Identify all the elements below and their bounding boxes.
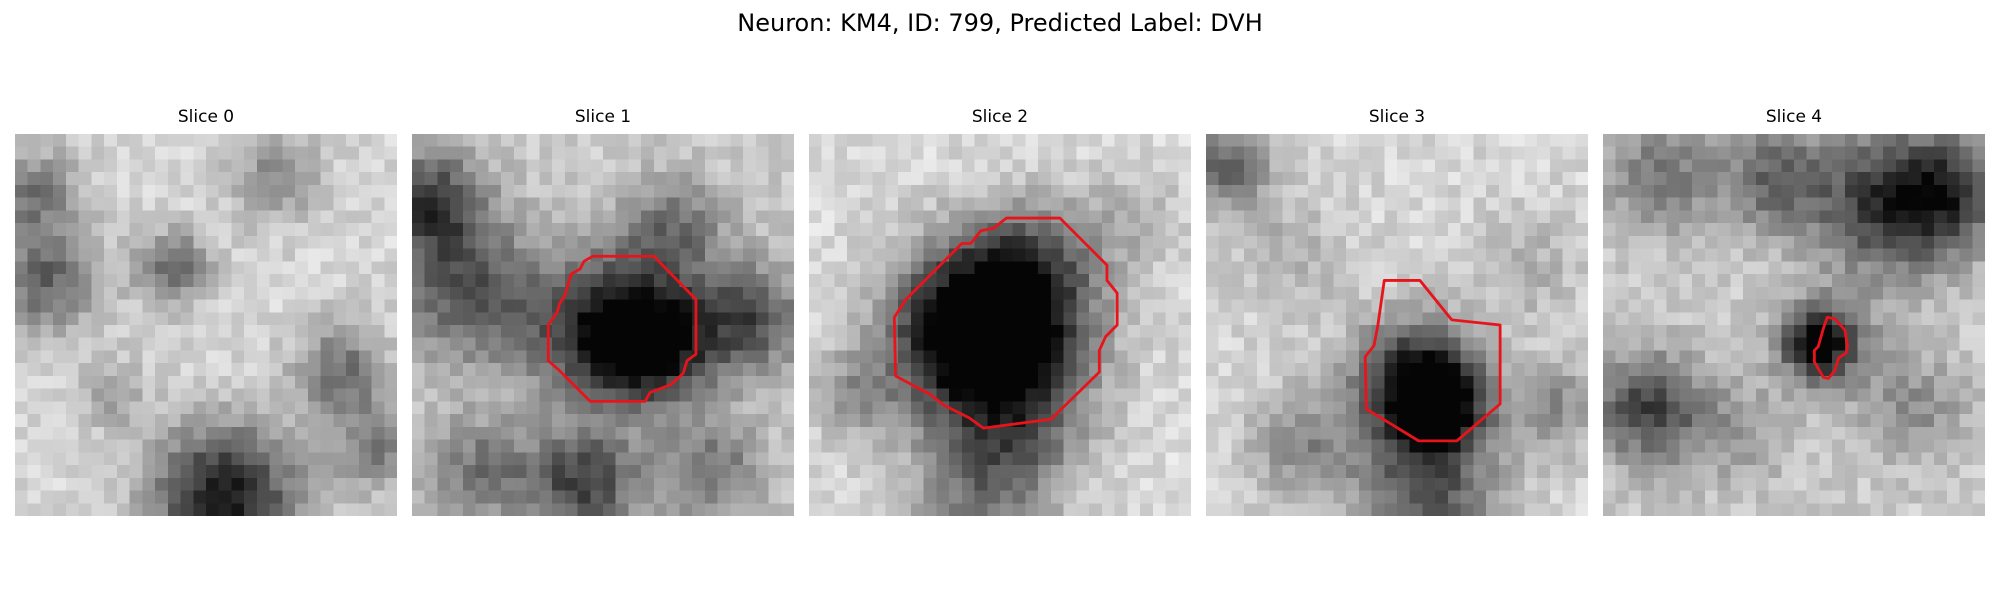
segmentation-contour-1 [546, 254, 698, 403]
slice-image-1 [412, 134, 794, 516]
slice-title-0: Slice 0 [177, 107, 235, 127]
slice-panel-3: Slice 3 [1206, 106, 1588, 516]
slice-title-1: Slice 1 [574, 107, 632, 127]
slice-title-4: Slice 4 [1765, 107, 1823, 127]
slice-title-3: Slice 3 [1368, 107, 1426, 127]
slice-image-2 [809, 134, 1191, 516]
segmentation-contour-4 [1812, 315, 1849, 380]
slice-panel-1: Slice 1 [412, 106, 794, 516]
segmentation-contour-2 [892, 216, 1119, 430]
slice-panel-2: Slice 2 [809, 106, 1191, 516]
segmentation-contour-3 [1363, 279, 1502, 443]
slice-image-0 [15, 134, 397, 516]
slice-panel-4: Slice 4 [1603, 106, 1985, 516]
slice-image-3 [1206, 134, 1588, 516]
slice-image-4 [1603, 134, 1985, 516]
figure-title: Neuron: KM4, ID: 799, Predicted Label: D… [737, 9, 1263, 37]
slice-title-2: Slice 2 [971, 107, 1029, 127]
slice-panel-0: Slice 0 [15, 106, 397, 516]
